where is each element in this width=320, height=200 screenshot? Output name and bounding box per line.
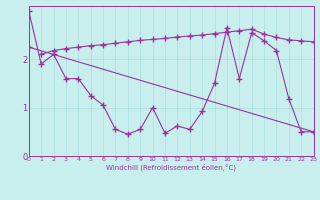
X-axis label: Windchill (Refroidissement éolien,°C): Windchill (Refroidissement éolien,°C) bbox=[106, 164, 236, 171]
